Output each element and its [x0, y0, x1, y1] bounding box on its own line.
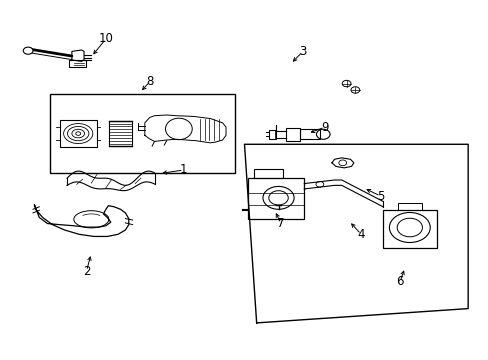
Text: 8: 8 — [146, 75, 153, 88]
Text: 9: 9 — [320, 121, 328, 134]
Text: 3: 3 — [299, 45, 306, 58]
Text: 7: 7 — [277, 217, 284, 230]
Bar — [300, 129, 319, 139]
Bar — [69, 60, 86, 67]
Text: 6: 6 — [396, 275, 403, 288]
Bar — [248, 178, 304, 219]
Bar — [268, 130, 276, 139]
Text: 10: 10 — [98, 32, 113, 45]
Bar — [285, 128, 300, 141]
Bar — [60, 120, 97, 147]
Bar — [254, 169, 283, 178]
Text: 1: 1 — [180, 163, 187, 176]
Bar — [109, 121, 132, 147]
Text: 5: 5 — [376, 190, 384, 203]
Text: 4: 4 — [357, 228, 364, 241]
Bar — [397, 203, 421, 210]
Circle shape — [23, 47, 33, 54]
Text: 2: 2 — [82, 265, 90, 278]
Bar — [382, 210, 436, 248]
Bar — [50, 94, 234, 173]
